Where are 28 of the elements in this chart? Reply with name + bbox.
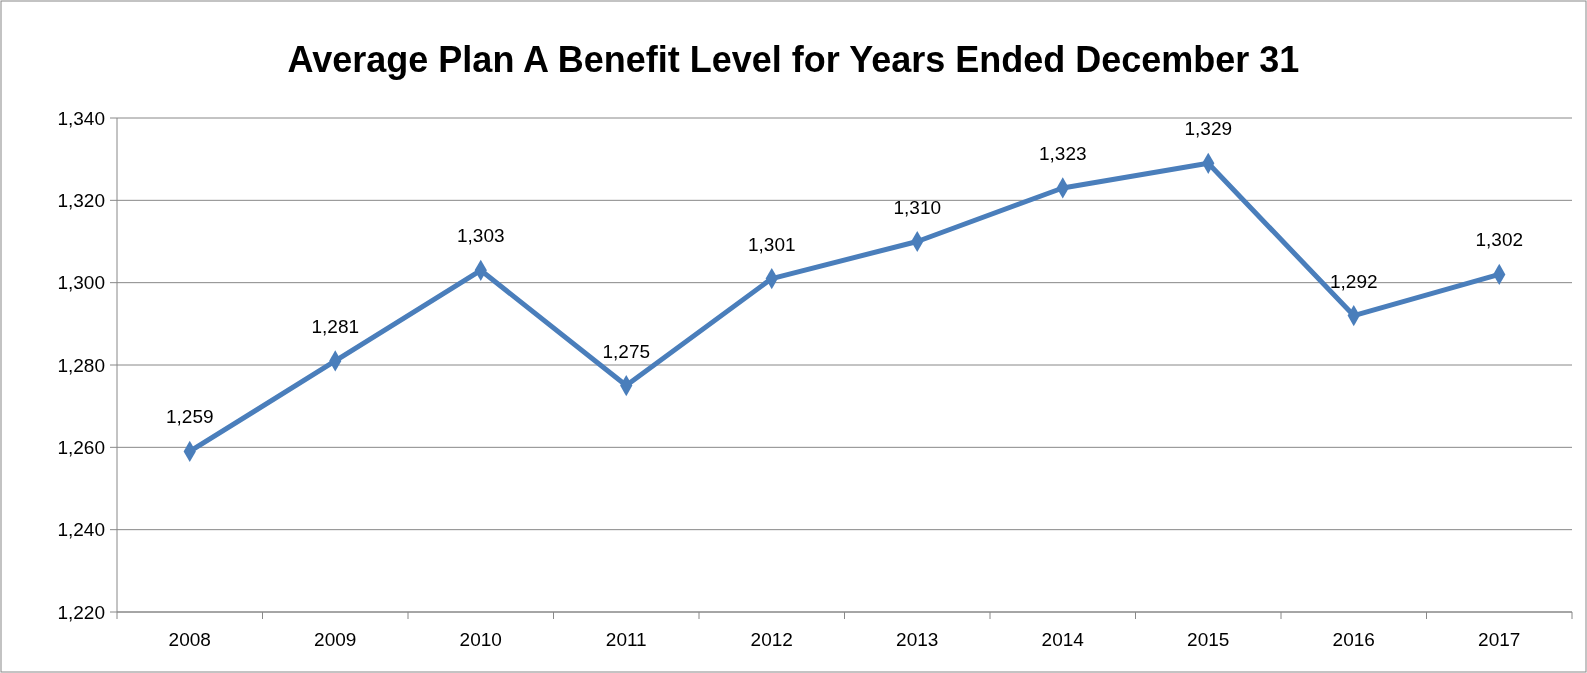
y-tick-label: 1,280 [57, 354, 105, 376]
data-label: 1,302 [1475, 229, 1524, 251]
x-tick-label: 2012 [750, 629, 793, 650]
x-tick-label: 2017 [1478, 629, 1521, 650]
x-tick-label: 2009 [314, 629, 357, 650]
data-label: 1,310 [893, 196, 942, 218]
x-tick-label: 2014 [1041, 629, 1085, 650]
y-tick-label: 1,260 [57, 436, 105, 458]
y-tick-label: 1,300 [57, 272, 105, 294]
data-label: 1,303 [456, 225, 505, 247]
x-tick-label: 2010 [459, 629, 502, 650]
chart-title: Average Plan A Benefit Level for Years Ended December 31 [287, 39, 1300, 80]
data-label: 1,301 [747, 233, 796, 255]
x-tick-label: 2016 [1332, 629, 1375, 650]
data-label: 1,329 [1184, 118, 1233, 140]
y-tick-label: 1,340 [57, 107, 105, 129]
y-tick-label: 1,240 [57, 519, 105, 541]
x-tick-label: 2008 [168, 629, 211, 650]
x-tick-label: 2011 [605, 629, 647, 650]
data-label: 1,292 [1329, 270, 1378, 292]
y-tick-label: 1,220 [57, 601, 105, 623]
data-label: 1,259 [165, 406, 214, 428]
x-tick-label: 2015 [1187, 629, 1230, 650]
data-label: 1,281 [311, 315, 360, 337]
y-tick-label: 1,320 [57, 189, 105, 211]
data-label: 1,275 [602, 340, 651, 362]
x-tick-label: 2013 [896, 629, 939, 650]
data-label: 1,323 [1038, 142, 1087, 164]
